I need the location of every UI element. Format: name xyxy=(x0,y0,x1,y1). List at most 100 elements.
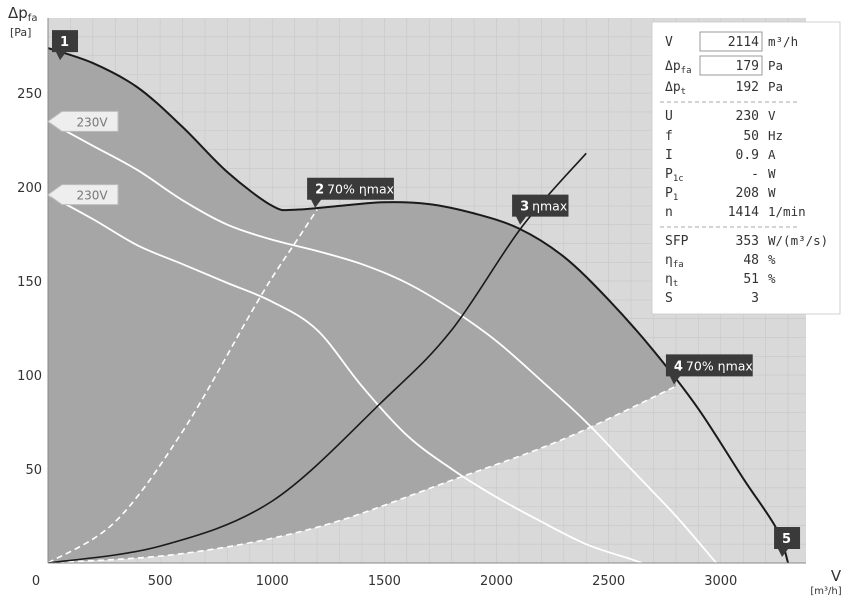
y-tick-label: 250 xyxy=(17,87,42,102)
info-row-unit: W xyxy=(768,185,776,200)
point-label-number: 4 xyxy=(674,359,683,374)
info-row-symbol: I xyxy=(665,148,673,163)
voltage-label-text: 230V xyxy=(76,189,108,203)
info-row-symbol: P1c xyxy=(665,167,684,184)
x-axis-label: V xyxy=(831,567,842,585)
info-row-value: 50 xyxy=(743,129,759,144)
point-label-number: 5 xyxy=(782,532,791,547)
x-tick-label: 500 xyxy=(148,574,173,589)
x-axis-unit: [m³/h] xyxy=(810,586,841,597)
info-row-value: 3 xyxy=(751,291,759,306)
voltage-label: 230V xyxy=(47,184,119,206)
x-tick-label: 2000 xyxy=(480,574,513,589)
info-row-symbol: SFP xyxy=(665,234,689,249)
info-row-unit: Hz xyxy=(768,128,783,143)
info-row-symbol: P1 xyxy=(665,186,678,203)
info-value-box xyxy=(699,55,763,76)
speed-curve-2 xyxy=(48,193,643,563)
info-row-value: 48 xyxy=(743,253,759,268)
info-row-symbol: n xyxy=(665,205,673,220)
y-tick-label: 150 xyxy=(17,275,42,290)
y-axis-label: Δpfa xyxy=(8,4,37,24)
info-row-symbol: U xyxy=(665,109,673,124)
efficiency-curve-low xyxy=(48,385,677,563)
info-row-unit: m³/h xyxy=(768,34,798,49)
point-label-number: 3 xyxy=(520,200,529,215)
origin-label: 0 xyxy=(32,574,40,589)
info-row: n 1414 1/min xyxy=(665,204,806,220)
info-row-unit: % xyxy=(768,252,776,267)
info-row-value: 0.9 xyxy=(736,148,759,163)
curves-layer xyxy=(48,47,790,563)
voltage-label: 230V xyxy=(47,110,119,132)
operating-point-label-4: 4 70% ηmax xyxy=(665,354,753,385)
operating-point-label-1: 1 xyxy=(52,30,78,61)
info-row-value: - xyxy=(751,167,759,182)
info-row: ηt 51% xyxy=(665,271,776,289)
info-row-symbol: ηfa xyxy=(665,253,684,270)
info-panel: V 2114 m³/h Δpfa 179 Pa Δpt 192 Pa U 230 Vf 50 Hz I 0.9… xyxy=(651,21,841,315)
operating-point-label-3: 3 ηmax xyxy=(512,194,569,225)
y-tick-label: 200 xyxy=(17,181,42,196)
info-row-value: 230 xyxy=(736,109,759,124)
x-tick-label: 2500 xyxy=(592,574,625,589)
operating-point-label-2: 2 70% ηmax xyxy=(307,177,394,208)
info-row-unit: A xyxy=(768,147,776,162)
info-row: SFP 353 W/(m³/s) xyxy=(665,233,828,249)
info-row-symbol: S xyxy=(665,291,673,306)
axes-layer: 500 1000 1500 2000 2500 3000501001502002500Δp… xyxy=(8,4,842,597)
info-row-unit: W xyxy=(768,166,776,181)
info-value-box xyxy=(699,31,763,52)
operating-region xyxy=(48,48,676,563)
info-row-unit: W/(m³/s) xyxy=(768,233,828,248)
info-row-symbol: V xyxy=(665,35,673,50)
point-label-tag xyxy=(52,30,78,61)
info-row-unit: Pa xyxy=(768,58,783,73)
info-row: V 2114 m³/h xyxy=(665,31,798,52)
info-row: ηfa 48% xyxy=(665,252,776,270)
y-tick-label: 50 xyxy=(25,463,42,478)
info-row: Δpt 192 Pa xyxy=(665,79,783,97)
y-tick-label: 100 xyxy=(17,369,42,384)
point-label-tag xyxy=(665,354,753,385)
y-axis-unit: [Pa] xyxy=(10,26,31,39)
info-row-value: 192 xyxy=(736,80,759,95)
info-row-value: 2114 xyxy=(728,35,759,50)
info-row-value: 1414 xyxy=(728,205,759,220)
x-tick-label: 3000 xyxy=(704,574,737,589)
voltage-label-tag xyxy=(47,184,119,206)
info-row-value: 208 xyxy=(736,186,759,201)
point-label-text: ηmax xyxy=(532,199,567,214)
info-row-symbol: ηt xyxy=(665,272,678,289)
info-row-unit: 1/min xyxy=(768,204,806,219)
point-label-text: 70% ηmax xyxy=(686,358,753,373)
info-row-symbol: Δpt xyxy=(665,80,686,97)
info-row-unit: Pa xyxy=(768,79,783,94)
point-label-tag xyxy=(512,194,569,225)
info-row-symbol: Δpfa xyxy=(665,59,692,76)
voltage-label-tag xyxy=(47,110,119,132)
info-row-value: 51 xyxy=(743,272,759,287)
info-row: P1c - W xyxy=(665,166,776,184)
point-label-number: 2 xyxy=(315,183,324,198)
voltage-label-text: 230V xyxy=(76,115,108,129)
info-row: f 50 Hz xyxy=(665,128,783,144)
max-performance-curve xyxy=(48,47,790,563)
info-row-value: 179 xyxy=(736,59,759,74)
point-label-tag xyxy=(307,177,394,208)
info-row-unit: V xyxy=(768,108,776,123)
info-row-value: 353 xyxy=(736,234,759,249)
info-row: Δpfa 179 Pa xyxy=(665,55,783,76)
info-row-unit: % xyxy=(768,271,776,286)
info-row: I 0.9 A xyxy=(665,147,776,163)
point-label-number: 1 xyxy=(60,35,69,50)
point-label-text: 70% ηmax xyxy=(327,182,394,197)
x-tick-label: 1000 xyxy=(256,574,289,589)
point-label-tag xyxy=(774,527,801,557)
info-row-symbol: f xyxy=(665,129,673,144)
operating-point-label-5: 5 xyxy=(774,527,801,557)
speed-curve-1 xyxy=(48,120,717,563)
info-row: U 230 V xyxy=(665,108,776,124)
